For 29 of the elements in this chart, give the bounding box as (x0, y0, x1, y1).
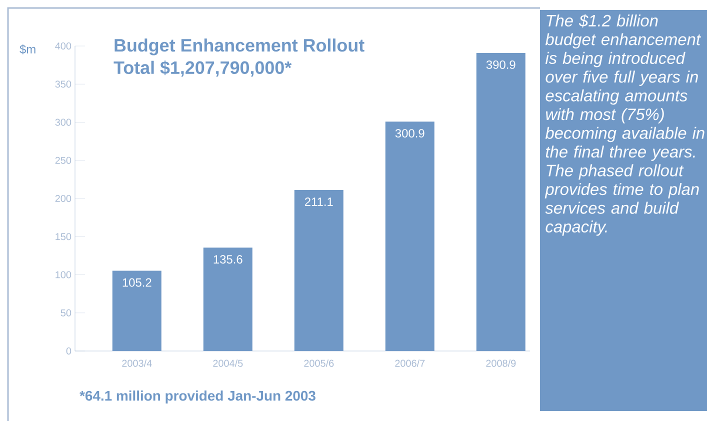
y-tick-label: 200 (55, 194, 72, 202)
text: Total $1,207,790,000* (114, 60, 292, 77)
data-label: 211.1 (304, 198, 333, 206)
y-tick-label: 250 (55, 156, 72, 164)
y-tick-label: 350 (55, 80, 72, 88)
y-tick-label: 100 (56, 271, 72, 278)
y-axis-title: $m (20, 44, 36, 54)
text: The $1.2 billion budget enhancement is being introduced over five full years in escalating amounts with most (75%) becoming available in the final three years. The phased rollout provides time to plan services and build capacity. (544, 14, 704, 236)
y-tick-label: 300 (55, 118, 72, 126)
text: *64.1 million provided Jan-Jun 2003 (80, 390, 316, 404)
x-tick-label: 2004/5 (213, 360, 243, 367)
bar (203, 248, 252, 351)
bar (476, 52, 526, 351)
data-label: 390.9 (486, 60, 516, 69)
x-tick-label: 2003/4 (122, 360, 152, 367)
bar (112, 270, 162, 351)
y-tick-label: 150 (56, 233, 72, 240)
y-tick-label: 0 (66, 347, 72, 355)
data-label: 300.9 (395, 129, 424, 138)
y-tick-label: 50 (60, 309, 72, 316)
y-tick-label: 400 (55, 42, 72, 50)
chart-title: Budget Enhancement Rollout (114, 38, 364, 56)
x-tick-label: 2008/9 (486, 360, 516, 367)
bar (385, 122, 434, 351)
bar (294, 190, 344, 351)
data-label: 105.2 (122, 278, 152, 287)
data-label: 135.6 (214, 255, 242, 264)
x-tick-label: 2006/7 (395, 360, 425, 367)
x-tick-label: 2005/6 (304, 360, 334, 367)
